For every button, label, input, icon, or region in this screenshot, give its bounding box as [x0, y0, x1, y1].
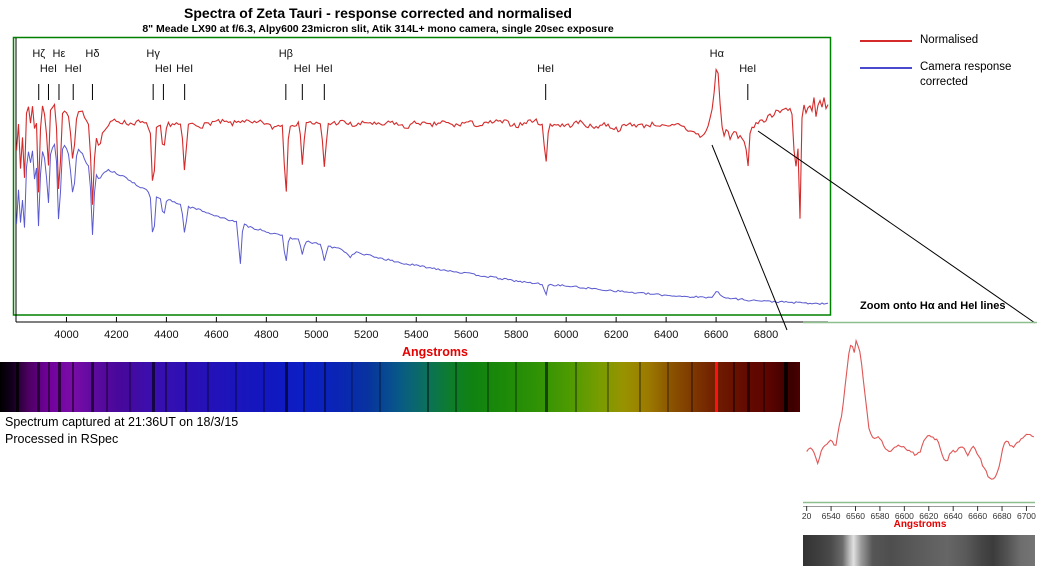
- absorption-line: [427, 362, 429, 412]
- absorption-line: [165, 362, 168, 412]
- legend-label-camera-response: Camera response corrected: [920, 61, 1012, 88]
- absorption-line: [455, 362, 457, 412]
- absorption-line: [763, 362, 765, 412]
- absorption-line: [733, 362, 736, 412]
- zoom-callout-line-right: [757, 130, 1036, 324]
- absorption-line: [284, 362, 288, 412]
- absorption-line: [747, 362, 751, 412]
- absorption-line: [575, 362, 577, 412]
- absorption-line: [47, 362, 50, 412]
- line-marker-ticks: [38, 84, 749, 100]
- absorption-line: [323, 362, 326, 412]
- page-title: Spectra of Zeta Tauri - response correct…: [184, 5, 572, 21]
- inset-x-axis-title: Angstroms: [893, 519, 947, 530]
- legend-label-normalised: Normalised: [920, 34, 979, 46]
- absorption-line: [667, 362, 669, 412]
- absorption-line: [128, 362, 131, 412]
- x-axis-title: Angstroms: [402, 345, 468, 359]
- plot-border: [12, 36, 832, 316]
- absorption-line: [184, 362, 187, 412]
- inset-halpha-curve: [806, 338, 1034, 480]
- zoom-callout-line-left: [711, 144, 788, 331]
- processing-caption: Processed in RSpec: [5, 432, 119, 446]
- capture-caption: Spectrum captured at 21:36UT on 18/3/15: [5, 415, 239, 429]
- absorption-line: [36, 362, 40, 412]
- normalised-line-swatch: [860, 40, 912, 42]
- zoom-note: Zoom onto Hα and HeI lines: [860, 300, 1006, 312]
- absorption-line: [487, 362, 489, 412]
- page-subtitle: 8" Meade LX90 at f/6.3, Alpy600 23micron…: [142, 23, 614, 35]
- absorption-line: [303, 362, 305, 412]
- absorption-line: [544, 362, 548, 412]
- absorption-line: [16, 362, 20, 412]
- absorption-line: [152, 362, 156, 412]
- inset-axis-ticks: [806, 506, 1027, 511]
- absorption-line: [379, 362, 381, 412]
- absorption-line: [691, 362, 693, 412]
- normalised-curve: [15, 67, 829, 219]
- absorption-line: [515, 362, 517, 412]
- absorption-line: [207, 362, 209, 412]
- absorption-line: [263, 362, 265, 412]
- absorption-line: [57, 362, 61, 412]
- camera-response-line-swatch: [860, 67, 912, 69]
- absorption-line: [91, 362, 95, 412]
- camera-response-curve: [16, 142, 829, 305]
- visible-spectrum-strip: [0, 362, 800, 412]
- absorption-line: [71, 362, 74, 412]
- h-alpha-emission-line: [715, 362, 719, 412]
- absorption-line: [607, 362, 609, 412]
- absorption-line: [783, 362, 788, 412]
- absorption-line: [235, 362, 237, 412]
- x-axis-ticks: [65, 317, 767, 322]
- absorption-line: [639, 362, 641, 412]
- absorption-line: [351, 362, 353, 412]
- absorption-line: [106, 362, 109, 412]
- grayscale-spectrum-strip: [803, 535, 1035, 566]
